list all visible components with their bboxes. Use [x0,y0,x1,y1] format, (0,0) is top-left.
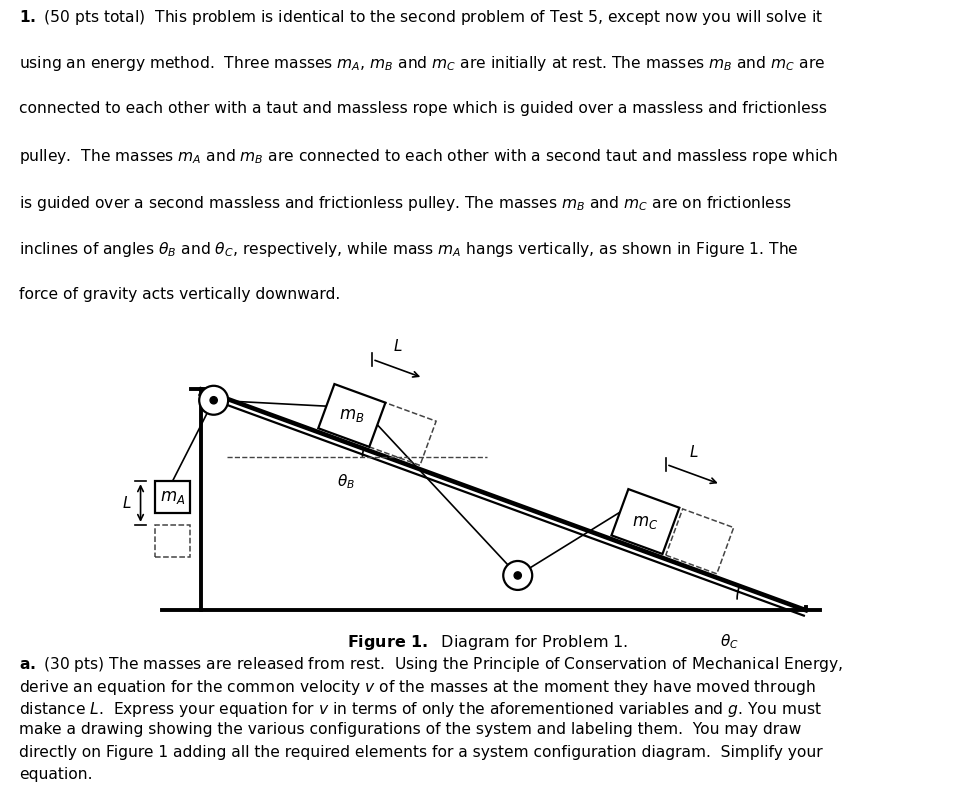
Text: directly on Figure 1 adding all the required elements for a system configuration: directly on Figure 1 adding all the requ… [19,745,823,760]
Text: $\theta_C$: $\theta_C$ [721,632,739,651]
Text: distance $L$.  Express your equation for $v$ in terms of only the aforementioned: distance $L$. Express your equation for … [19,700,822,719]
Text: connected to each other with a taut and massless rope which is guided over a mas: connected to each other with a taut and … [19,100,827,116]
Text: is guided over a second massless and frictionless pulley. The masses $m_B$ and $: is guided over a second massless and fri… [19,194,792,213]
Text: $\mathbf{Figure\ 1.}$  Diagram for Problem 1.: $\mathbf{Figure\ 1.}$ Diagram for Proble… [346,633,628,652]
Polygon shape [612,489,679,554]
Text: $L$: $L$ [393,338,402,354]
Text: inclines of angles $\theta_B$ and $\theta_C$, respectively, while mass $m_A$ han: inclines of angles $\theta_B$ and $\thet… [19,240,799,259]
Text: $m_A$: $m_A$ [160,488,185,506]
Text: make a drawing showing the various configurations of the system and labeling the: make a drawing showing the various confi… [19,722,802,737]
Text: equation.: equation. [19,767,93,782]
Text: $L$: $L$ [689,444,699,460]
Polygon shape [318,384,385,447]
Text: derive an equation for the common velocity $v$ of the masses at the moment they : derive an equation for the common veloci… [19,677,816,697]
Text: pulley.  The masses $m_A$ and $m_B$ are connected to each other with a second ta: pulley. The masses $m_A$ and $m_B$ are c… [19,148,838,166]
Text: using an energy method.  Three masses $m_A$, $m_B$ and $m_C$ are initially at re: using an energy method. Three masses $m_… [19,54,825,73]
Bar [155,525,190,557]
Text: $L$: $L$ [123,495,132,511]
Text: $\mathbf{a.}$ (30 pts) The masses are released from rest.  Using the Principle o: $\mathbf{a.}$ (30 pts) The masses are re… [19,655,843,674]
Circle shape [199,385,228,414]
Text: $\mathbf{1.}$ (50 pts total)  This problem is identical to the second problem of: $\mathbf{1.}$ (50 pts total) This proble… [19,8,823,27]
Text: $m_C$: $m_C$ [632,513,658,531]
Text: force of gravity acts vertically downward.: force of gravity acts vertically downwar… [19,287,341,301]
Bar [155,481,190,513]
Circle shape [210,396,217,404]
Text: $\theta_B$: $\theta_B$ [337,473,355,491]
Circle shape [514,571,521,579]
Circle shape [504,561,533,590]
Text: $m_B$: $m_B$ [339,407,365,425]
